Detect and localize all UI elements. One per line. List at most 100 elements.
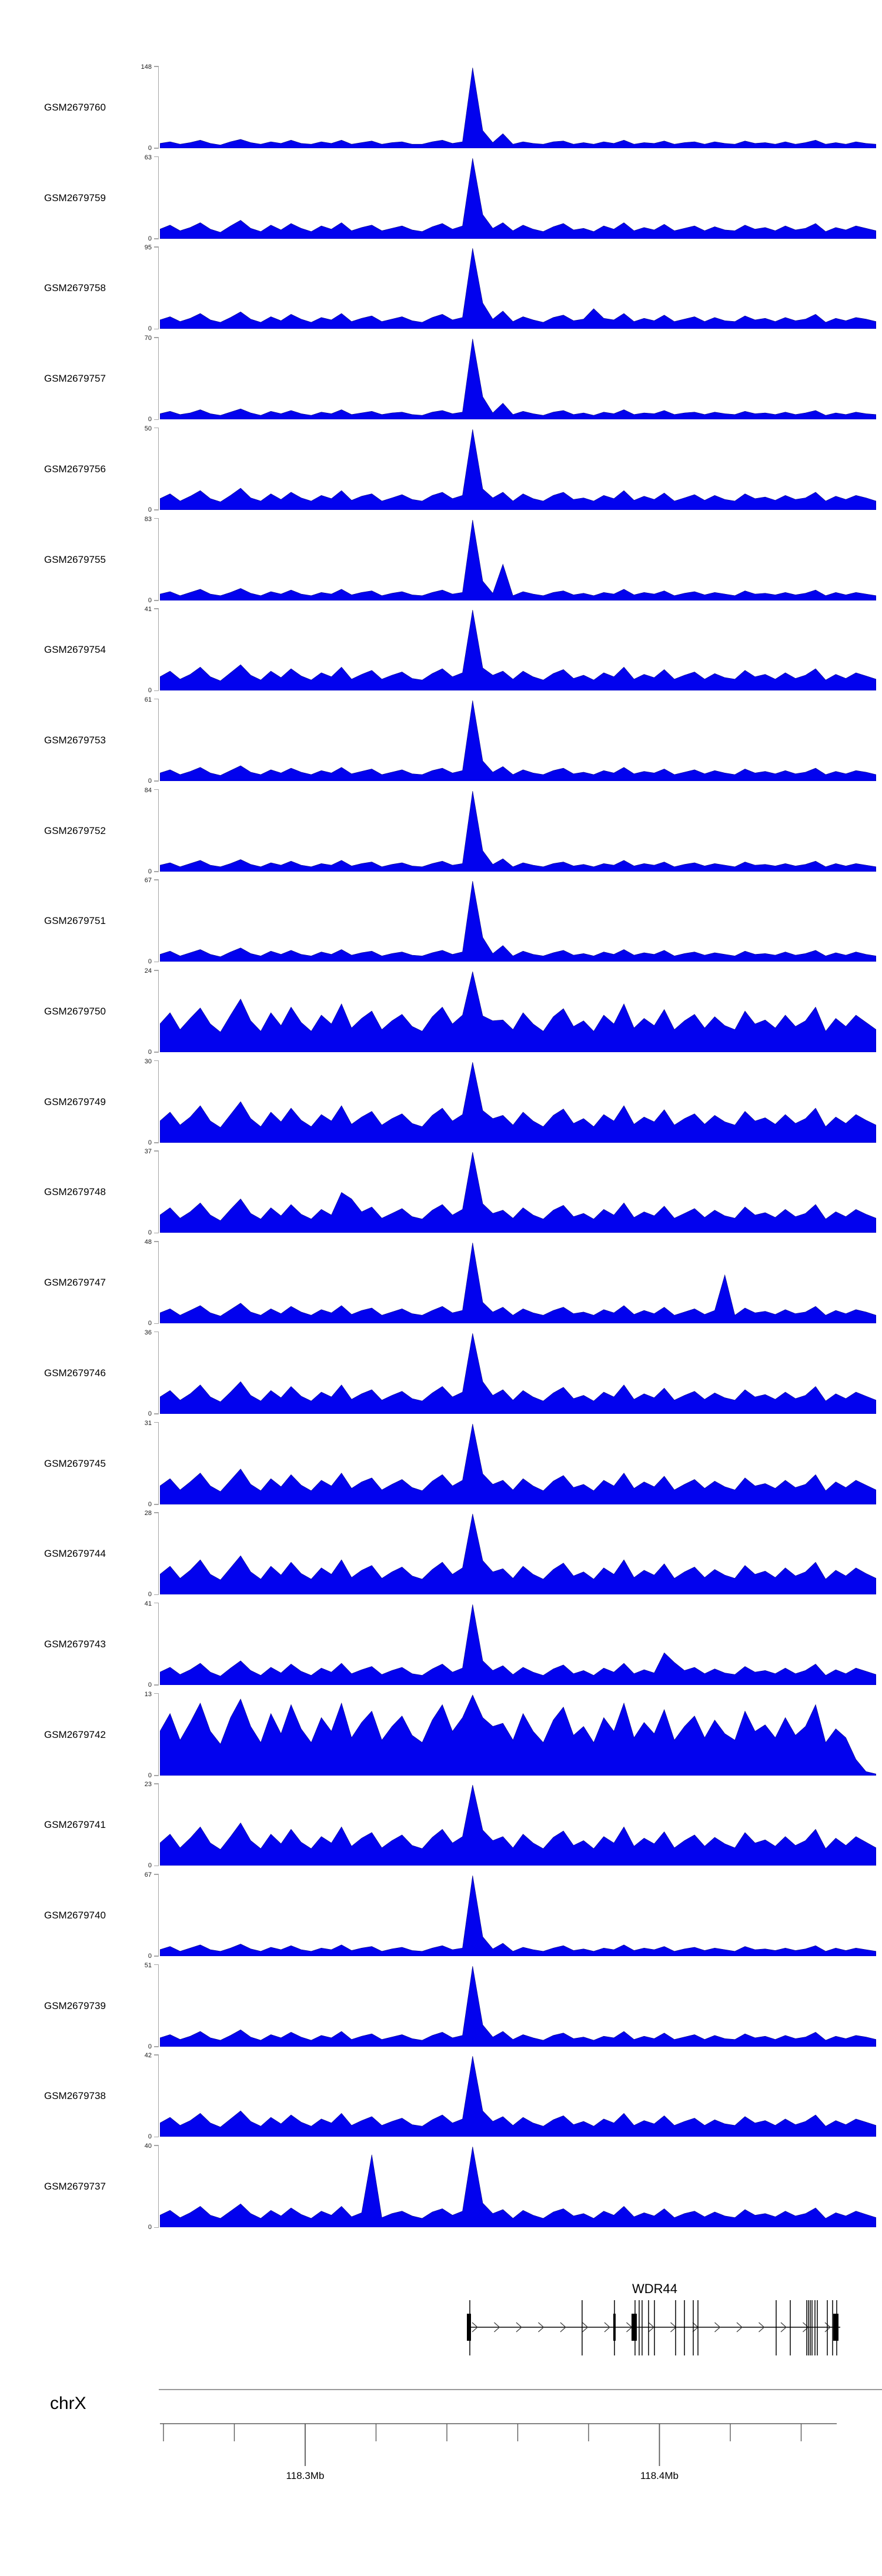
track-yzero-label: 0 — [148, 2043, 152, 2050]
coverage-polygon — [160, 1333, 876, 1414]
coverage-area-plot — [160, 1333, 876, 1414]
track-yzero-label: 0 — [148, 687, 152, 695]
track-yzero-label: 0 — [148, 2224, 152, 2231]
coverage-area-plot — [160, 1423, 876, 1504]
track-y-axis-tick — [154, 1512, 159, 1513]
track-y-axis-line — [158, 880, 159, 962]
track-sample-label: GSM2679757 — [44, 373, 106, 385]
track-y-axis-tick — [154, 961, 159, 963]
coverage-polygon — [160, 1875, 876, 1956]
track-y-axis-tick — [154, 2227, 159, 2228]
track-ymax-label: 84 — [144, 786, 152, 794]
coverage-area-plot — [160, 1694, 876, 1776]
track-y-axis-tick — [154, 1775, 159, 1776]
track-yzero-label: 0 — [148, 867, 152, 875]
track-y-axis-tick — [154, 1323, 159, 1324]
track-sample-label: GSM2679752 — [44, 825, 106, 836]
coverage-polygon — [160, 881, 876, 962]
strand-direction-arrow-icon — [759, 2322, 765, 2333]
track-y-axis-tick — [154, 66, 159, 67]
coverage-polygon — [160, 248, 876, 329]
track-y-axis-line — [158, 1242, 159, 1324]
track-yzero-label: 0 — [148, 1953, 152, 1960]
coverage-area-plot — [160, 429, 876, 510]
coverage-polygon — [160, 429, 876, 510]
track-y-axis-tick — [154, 2136, 159, 2138]
track-sample-label: GSM2679759 — [44, 192, 106, 203]
track-y-axis-tick — [154, 2054, 159, 2056]
strand-direction-arrow-icon — [538, 2322, 544, 2333]
coverage-area-plot — [160, 881, 876, 962]
track-sample-label: GSM2679749 — [44, 1096, 106, 1107]
track-ymax-label: 70 — [144, 335, 152, 342]
track-y-axis-tick — [154, 690, 159, 692]
track-ymax-label: 51 — [144, 1961, 152, 1969]
track-ymax-label: 148 — [141, 64, 152, 71]
coverage-track: GSM2679742 13 0 — [0, 1691, 882, 1779]
coverage-track: GSM2679739 51 0 — [0, 1961, 882, 2050]
track-ymax-label: 63 — [144, 154, 152, 161]
strand-direction-arrow-icon — [560, 2322, 566, 2333]
track-y-axis-line — [158, 518, 159, 600]
gene-name-label: WDR44 — [632, 2281, 677, 2296]
coverage-area-plot — [160, 2056, 876, 2137]
coverage-track: GSM2679747 48 0 — [0, 1239, 882, 1327]
track-ymax-label: 48 — [144, 1239, 152, 1246]
track-sample-label: GSM2679748 — [44, 1186, 106, 1198]
coverage-area-plot — [160, 519, 876, 600]
track-sample-label: GSM2679750 — [44, 1006, 106, 1017]
track-yzero-label: 0 — [148, 145, 152, 152]
track-y-axis-tick — [154, 2046, 159, 2047]
axis-separator-line — [159, 2389, 882, 2391]
track-y-axis-tick — [154, 419, 159, 421]
coverage-polygon — [160, 971, 876, 1052]
track-y-axis-tick — [154, 599, 159, 601]
track-ymax-label: 40 — [144, 2143, 152, 2150]
strand-direction-arrow-icon — [824, 2322, 831, 2333]
track-ymax-label: 50 — [144, 425, 152, 432]
coverage-track: GSM2679749 30 0 — [0, 1057, 882, 1146]
coverage-area-plot — [160, 1966, 876, 2047]
coverage-polygon — [160, 67, 876, 148]
track-y-axis-tick — [154, 1594, 159, 1596]
track-y-axis-line — [158, 1513, 159, 1595]
coverage-track: GSM2679750 24 0 — [0, 967, 882, 1056]
coverage-track: GSM2679754 41 0 — [0, 606, 882, 694]
track-y-axis-line — [158, 2055, 159, 2137]
track-sample-label: GSM2679753 — [44, 734, 106, 746]
coverage-polygon — [160, 1514, 876, 1595]
coverage-area-plot — [160, 1875, 876, 1956]
track-y-axis-line — [158, 1422, 159, 1504]
track-y-axis-tick — [154, 1150, 159, 1152]
track-y-axis-tick — [154, 1956, 159, 1957]
coverage-polygon — [160, 1785, 876, 1866]
track-y-axis-tick — [154, 780, 159, 782]
coverage-track: GSM2679738 42 0 — [0, 2052, 882, 2141]
coverage-track: GSM2679759 63 0 — [0, 154, 882, 242]
genome-axis-ruler: 118.3Mb 118.4Mb — [160, 2423, 837, 2481]
track-ymax-label: 30 — [144, 1057, 152, 1065]
coverage-track: GSM2679746 36 0 — [0, 1329, 882, 1417]
track-ymax-label: 31 — [144, 1419, 152, 1427]
coverage-polygon — [160, 1423, 876, 1504]
track-ymax-label: 23 — [144, 1781, 152, 1788]
track-yzero-label: 0 — [148, 2133, 152, 2141]
coverage-polygon — [160, 339, 876, 420]
track-sample-label: GSM2679756 — [44, 463, 106, 475]
track-yzero-label: 0 — [148, 1771, 152, 1779]
coverage-area-plot — [160, 1152, 876, 1233]
track-sample-label: GSM2679743 — [44, 1638, 106, 1650]
track-y-axis-line — [158, 1332, 159, 1414]
track-ymax-label: 42 — [144, 2052, 152, 2060]
track-y-axis-tick — [154, 2145, 159, 2146]
track-sample-label: GSM2679742 — [44, 1729, 106, 1740]
coverage-area-plot — [160, 790, 876, 872]
coverage-track: GSM2679757 70 0 — [0, 335, 882, 423]
track-yzero-label: 0 — [148, 1681, 152, 1689]
coverage-area-plot — [160, 248, 876, 329]
track-yzero-label: 0 — [148, 1320, 152, 1327]
track-sample-label: GSM2679739 — [44, 2000, 106, 2011]
coverage-area-plot — [160, 1604, 876, 1685]
track-y-axis-tick — [154, 1413, 159, 1414]
